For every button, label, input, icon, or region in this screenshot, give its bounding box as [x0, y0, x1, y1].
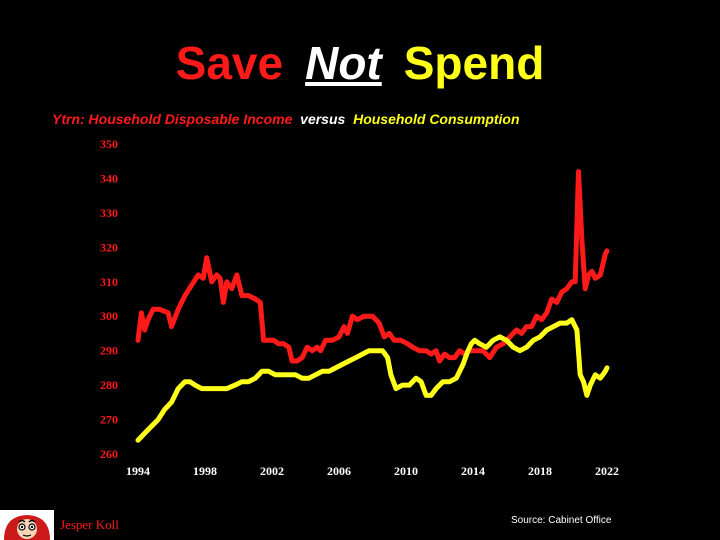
chart-title: Save Not Spend	[0, 36, 720, 90]
subtitle-versus: versus	[300, 111, 346, 127]
series-line-income	[135, 169, 610, 364]
y-tick-label: 260	[100, 447, 118, 461]
y-tick-label: 280	[100, 378, 118, 392]
x-tick-label: 2018	[528, 464, 552, 478]
source-note: Source: Cabinet Office	[511, 515, 612, 526]
title-spend: Spend	[403, 37, 545, 89]
author-name: Jesper Koll	[60, 517, 119, 532]
x-tick-label: 1994	[126, 464, 150, 478]
chart-series	[135, 169, 610, 443]
series-line-consumption	[135, 317, 610, 443]
title-not: Not	[305, 37, 382, 89]
subtitle-income: Ytrn: Household Disposable Income	[52, 111, 293, 127]
y-tick-label: 300	[100, 309, 118, 323]
y-tick-label: 340	[100, 171, 118, 185]
x-tick-label: 2010	[394, 464, 418, 478]
y-tick-label: 290	[100, 344, 118, 358]
x-axis: 1994 1998 2002 2006 2010 2014 2018 2022	[126, 464, 619, 478]
x-tick-label: 2022	[595, 464, 619, 478]
author-logo-icon	[0, 510, 54, 540]
y-tick-label: 270	[100, 413, 118, 427]
chart-subtitle: Ytrn: Household Disposable Income versus…	[52, 111, 520, 127]
x-tick-label: 2006	[327, 464, 351, 478]
y-tick-label: 350	[100, 137, 118, 151]
y-tick-label: 330	[100, 206, 118, 220]
y-tick-label: 310	[100, 275, 118, 289]
title-save: Save	[175, 37, 284, 89]
subtitle-consumption: Household Consumption	[353, 111, 520, 127]
x-tick-label: 2014	[461, 464, 485, 478]
y-tick-label: 320	[100, 240, 118, 254]
x-tick-label: 1998	[193, 464, 217, 478]
x-tick-label: 2002	[260, 464, 284, 478]
y-axis: 260 270 280 290 300 310 320 330 340 350	[100, 137, 118, 461]
